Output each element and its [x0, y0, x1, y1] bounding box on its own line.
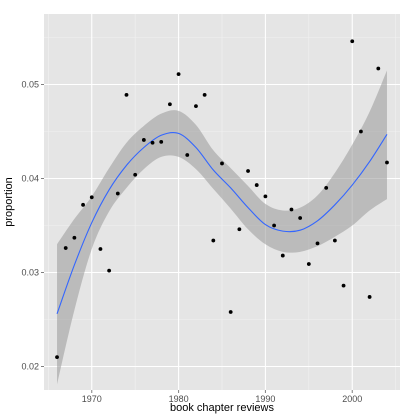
data-point: [315, 241, 320, 246]
y-tick-label: 0.04: [21, 174, 39, 184]
data-point: [376, 66, 381, 71]
data-point: [211, 238, 216, 243]
x-tick-label: 1970: [82, 394, 102, 404]
data-point: [367, 295, 372, 299]
data-point: [298, 216, 303, 220]
data-point: [115, 191, 120, 196]
data-point: [324, 186, 329, 190]
data-point: [332, 238, 337, 243]
data-point: [202, 92, 207, 97]
x-tick-label: 1990: [255, 394, 275, 404]
data-point: [150, 140, 155, 145]
data-point: [254, 183, 259, 187]
data-point: [280, 253, 285, 258]
y-axis-title: proportion: [3, 177, 15, 227]
confidence-band: [57, 70, 387, 385]
data-point: [124, 92, 129, 97]
x-axis-ticks: 1970 1980 1990 2000: [82, 390, 362, 404]
data-point: [237, 227, 242, 232]
data-point: [55, 355, 59, 359]
data-point: [246, 169, 250, 173]
data-point: [63, 246, 68, 250]
y-axis-ticks: 0.02 0.03 0.04 0.05: [21, 80, 44, 372]
data-point: [341, 283, 346, 288]
x-axis-title: book chapter reviews: [170, 402, 274, 414]
data-point: [272, 223, 276, 228]
data-point: [359, 129, 363, 134]
data-point: [220, 161, 224, 166]
data-point: [168, 102, 172, 107]
data-points: [55, 39, 389, 359]
data-point: [306, 262, 311, 266]
data-point: [194, 104, 198, 109]
data-point: [385, 160, 389, 165]
data-point: [98, 247, 103, 251]
data-point: [81, 202, 85, 207]
data-point: [107, 268, 112, 273]
data-point: [133, 172, 138, 177]
y-tick-label: 0.03: [21, 268, 39, 278]
data-point: [176, 72, 181, 77]
data-point: [141, 138, 146, 142]
data-point: [350, 39, 355, 44]
data-point: [228, 310, 233, 314]
data-point: [289, 207, 294, 212]
x-tick-label: 1980: [169, 394, 189, 404]
smooth-trend-line: [56, 131, 388, 315]
y-tick-label: 0.05: [21, 80, 39, 90]
y-tick-label: 0.02: [21, 362, 39, 372]
data-point: [159, 139, 164, 144]
data-point: [263, 194, 268, 199]
data-point: [89, 195, 94, 200]
x-tick-label: 2000: [342, 394, 362, 404]
data-point: [185, 153, 190, 157]
data-point: [72, 235, 77, 240]
